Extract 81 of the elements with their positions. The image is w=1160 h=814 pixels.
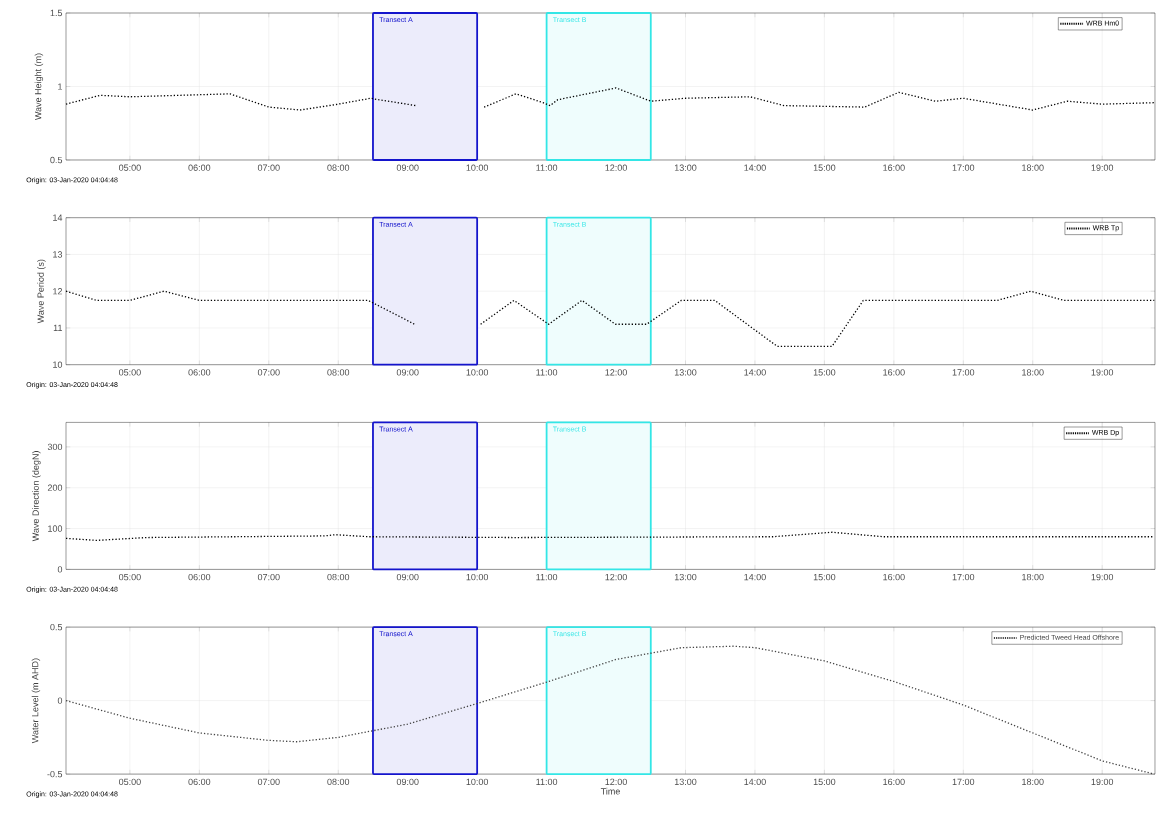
y-tick-label: -0.5 xyxy=(47,770,63,778)
x-tick-label: 14:00 xyxy=(744,164,766,171)
x-tick-label: 07:00 xyxy=(257,778,280,786)
x-tick-label: 16:00 xyxy=(883,573,905,581)
y-tick-label: 10 xyxy=(53,361,63,368)
y-tick-label: 13 xyxy=(53,251,63,258)
x-tick-label: 18:00 xyxy=(1022,778,1044,786)
x-tick-label: 18:00 xyxy=(1022,369,1044,376)
x-tick-label: 09:00 xyxy=(396,573,419,581)
x-tick-label: 19:00 xyxy=(1091,164,1114,171)
x-tick-label: 07:00 xyxy=(257,573,280,581)
x-tick-label: 15:00 xyxy=(813,778,836,786)
x-tick-label: 11:00 xyxy=(536,573,558,581)
x-tick-label: 10:00 xyxy=(466,369,489,376)
x-tick-label: 10:00 xyxy=(466,778,489,786)
x-tick-label: 10:00 xyxy=(466,164,489,171)
x-tick-label: 09:00 xyxy=(396,164,419,171)
x-tick-label: 12:00 xyxy=(605,164,627,171)
y-tick-label: 0 xyxy=(57,566,63,573)
x-tick-label: 12:00 xyxy=(605,369,627,376)
x-tick-label: 09:00 xyxy=(396,778,419,786)
x-tick-label: 12:00 xyxy=(605,573,627,581)
x-tick-label: 15:00 xyxy=(813,369,836,376)
x-tick-label: 12:00 xyxy=(605,778,627,786)
x-tick-label: 08:00 xyxy=(327,573,350,581)
x-tick-label: 18:00 xyxy=(1022,573,1044,581)
y-axis-title: Wave Height (m) xyxy=(34,53,44,121)
x-tick-label: 09:00 xyxy=(396,369,419,376)
y-axis-title: Wave Direction (degN) xyxy=(32,451,41,542)
x-tick-label: 16:00 xyxy=(883,164,905,171)
y-tick-label: 100 xyxy=(48,525,63,532)
x-tick-label: 11:00 xyxy=(536,778,558,786)
x-tick-label: 17:00 xyxy=(952,573,975,581)
y-tick-label: 1.5 xyxy=(50,9,63,17)
x-tick-label: 13:00 xyxy=(674,573,697,581)
x-axis-title: Time xyxy=(600,787,620,795)
x-tick-label: 15:00 xyxy=(813,573,836,581)
x-tick-label: 05:00 xyxy=(118,573,141,581)
line-series xyxy=(65,645,1155,775)
y-tick-label: 300 xyxy=(47,443,63,451)
x-tick-label: 17:00 xyxy=(952,778,975,786)
x-tick-label: 19:00 xyxy=(1091,778,1114,786)
x-tick-label: 06:00 xyxy=(188,573,211,581)
x-tick-label: 16:00 xyxy=(883,369,905,376)
x-tick-label: 05:00 xyxy=(118,369,141,376)
y-axis-title: Wave Period (s) xyxy=(37,259,46,324)
x-tick-label: 19:00 xyxy=(1091,369,1114,376)
x-tick-label: 13:00 xyxy=(674,369,697,376)
x-tick-label: 05:00 xyxy=(118,164,141,171)
x-tick-label: 15:00 xyxy=(813,164,836,171)
x-tick-label: 13:00 xyxy=(674,778,697,786)
y-tick-label: 0.5 xyxy=(50,156,63,164)
y-tick-label: 200 xyxy=(47,484,63,491)
x-tick-label: 13:00 xyxy=(674,164,697,171)
y-tick-label: 11 xyxy=(53,324,63,332)
x-tick-label: 05:00 xyxy=(118,778,141,786)
x-tick-label: 18:00 xyxy=(1022,164,1044,171)
x-tick-label: 07:00 xyxy=(257,164,280,171)
y-tick-label: 0.5 xyxy=(50,623,63,631)
y-tick-label: 0 xyxy=(57,697,63,704)
x-tick-label: 17:00 xyxy=(952,369,975,376)
x-tick-label: 14:00 xyxy=(744,778,766,786)
y-axis-title: Water Level (m AHD) xyxy=(31,658,41,744)
x-tick-label: 08:00 xyxy=(327,164,350,171)
x-tick-label: 14:00 xyxy=(744,369,766,376)
y-tick-label: 12 xyxy=(53,288,63,295)
x-tick-label: 11:00 xyxy=(536,369,558,376)
y-tick-label: 14 xyxy=(53,214,63,221)
x-tick-label: 06:00 xyxy=(188,778,211,786)
x-tick-label: 14:00 xyxy=(744,573,766,581)
x-tick-label: 08:00 xyxy=(327,778,350,786)
y-tick-label: 1 xyxy=(58,83,63,90)
x-tick-label: 19:00 xyxy=(1091,573,1114,581)
x-tick-label: 16:00 xyxy=(883,778,905,786)
x-tick-label: 10:00 xyxy=(466,573,489,581)
x-tick-label: 07:00 xyxy=(257,369,280,376)
x-tick-label: 06:00 xyxy=(188,164,211,171)
x-tick-label: 17:00 xyxy=(952,164,975,171)
x-tick-label: 11:00 xyxy=(536,164,558,171)
x-tick-label: 08:00 xyxy=(327,369,350,376)
x-tick-label: 06:00 xyxy=(188,369,211,376)
